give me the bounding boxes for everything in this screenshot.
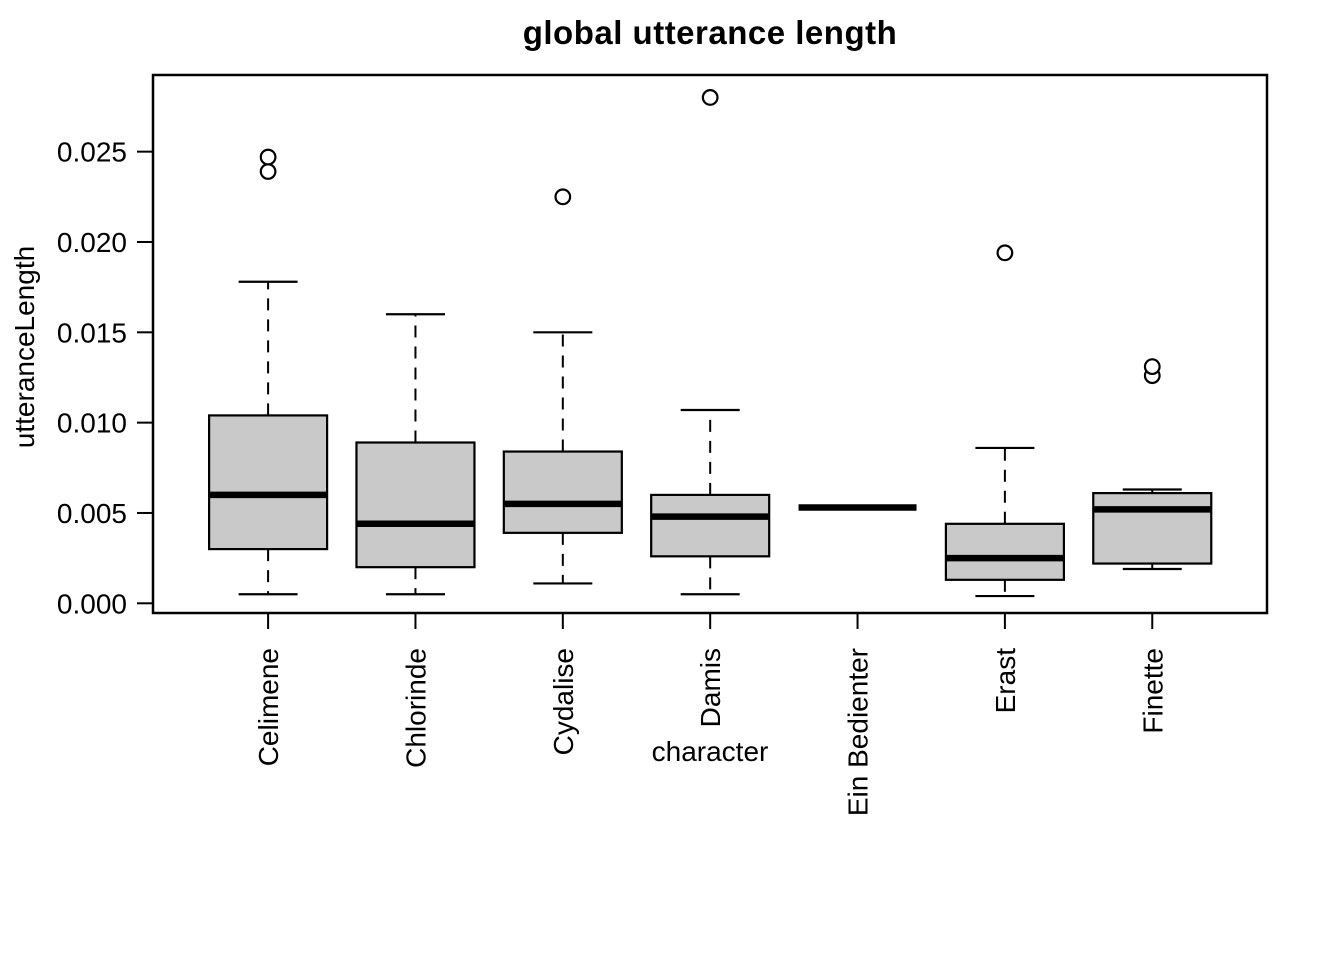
box-celimene <box>208 414 329 551</box>
outlier-point-erast <box>996 244 1014 262</box>
x-category-label: Finette <box>1137 648 1168 734</box>
y-tick-label: 0.005 <box>57 498 127 529</box>
x-category-label: Erast <box>990 648 1021 714</box>
outlier-point-cydalise <box>554 188 572 206</box>
x-category-label: Cydalise <box>548 648 579 755</box>
x-category-label: Damis <box>695 648 726 727</box>
outlier-point-celimene <box>259 148 277 166</box>
y-tick-label: 0.020 <box>57 227 127 258</box>
x-axis-title: character <box>651 736 769 767</box>
outlier-point-celimene <box>259 163 277 180</box>
box-finette <box>1092 491 1213 565</box>
y-tick-label: 0.000 <box>57 588 127 619</box>
y-tick-label: 0.010 <box>57 408 127 439</box>
box-chlorinde <box>355 441 476 569</box>
y-tick-label: 0.025 <box>57 137 127 168</box>
box-damis <box>650 493 771 558</box>
chart-title: global utterance length <box>522 14 898 51</box>
x-category-label: Ein Bedienter <box>843 648 874 816</box>
y-tick-label: 0.015 <box>57 317 127 348</box>
box-cydalise <box>502 450 623 534</box>
x-category-label: Celimene <box>253 648 284 766</box>
plot-frame <box>151 73 1269 615</box>
box-erast <box>944 522 1066 581</box>
x-category-label: Chlorinde <box>400 648 431 768</box>
outlier-point-finette <box>1143 358 1161 376</box>
outlier-point-damis <box>701 89 719 106</box>
